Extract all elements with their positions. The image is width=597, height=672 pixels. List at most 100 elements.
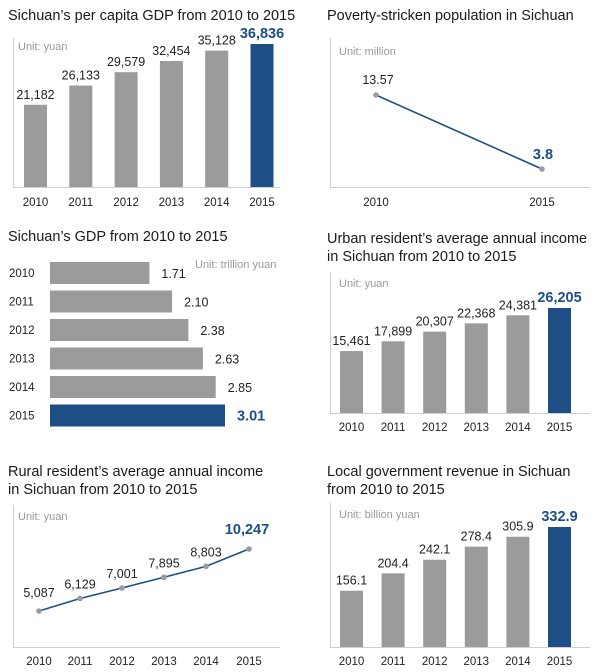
unit-label: Unit: billion yuan (339, 509, 420, 521)
unit-label: Unit: million (339, 46, 396, 58)
data-label-2014: 35,128 (198, 34, 236, 48)
data-label-2014: 305.9 (502, 520, 533, 534)
data-label-2010: 13.57 (362, 73, 393, 87)
data-label-2010: 21,182 (16, 88, 54, 102)
data-label-2012: 29,579 (107, 55, 145, 69)
bar-2015 (548, 308, 571, 413)
tick-label-2012: 2012 (9, 325, 35, 337)
bar-2015 (50, 404, 225, 427)
point-2015 (246, 546, 252, 552)
bar-2011 (50, 290, 173, 313)
data-label-2015: 3.8 (533, 147, 553, 163)
data-label-2011: 204.4 (377, 556, 408, 570)
y-axis (13, 38, 14, 188)
tick-label-2015: 2015 (9, 411, 35, 423)
bar-2012 (114, 72, 138, 187)
data-label-2015: 10,247 (225, 522, 269, 538)
chart-title: Urban resident’s average annual income (327, 231, 588, 247)
data-label-2010: 1.71 (161, 267, 185, 281)
tick-label-2012: 2012 (113, 197, 139, 209)
chart-title: Poverty-stricken population in Sichuan (327, 8, 574, 24)
point-2010 (373, 92, 379, 98)
data-label-2015: 36,836 (240, 26, 284, 42)
data-label-2012: 242.1 (419, 543, 450, 557)
data-label-2010: 5,087 (23, 586, 54, 600)
bar-2010 (50, 262, 150, 284)
tick-label-2015: 2015 (547, 422, 573, 434)
data-label-2013: 22,368 (457, 306, 495, 320)
y-axis (330, 503, 331, 648)
bar-2014 (506, 536, 530, 647)
tick-label-2014: 2014 (9, 382, 35, 394)
series-line (375, 94, 543, 170)
point-2014 (203, 563, 209, 570)
point-2012 (119, 585, 125, 591)
y-axis (330, 272, 331, 414)
tick-label-2013: 2013 (9, 354, 35, 366)
series-line (38, 548, 250, 612)
data-label-2013: 278.4 (461, 530, 492, 544)
tick-label-2014: 2014 (505, 422, 531, 434)
unit-label: Unit: yuan (339, 278, 389, 290)
bar-2010 (340, 351, 363, 413)
data-label-2014: 2.85 (228, 381, 252, 395)
data-label-2012: 7,001 (106, 567, 137, 581)
tick-label-2010: 2010 (363, 197, 389, 209)
tick-label-2012: 2012 (109, 656, 135, 668)
point-2015 (539, 166, 545, 172)
bar-2014 (50, 376, 216, 398)
tick-label-2013: 2013 (464, 656, 490, 668)
tick-label-2014: 2014 (204, 197, 230, 209)
bar-2011 (381, 573, 405, 647)
tick-label-2015: 2015 (529, 197, 555, 209)
tick-label-2014: 2014 (193, 656, 219, 668)
bar-2012 (50, 319, 189, 341)
bar-2011 (381, 341, 405, 413)
data-label-2013: 2.63 (215, 353, 239, 367)
x-axis (13, 187, 280, 188)
bar-2012 (423, 559, 447, 647)
data-label-2010: 156.1 (336, 574, 367, 588)
tick-label-2011: 2011 (381, 422, 406, 434)
bar-2010 (340, 590, 363, 647)
tick-label-2012: 2012 (422, 422, 448, 434)
bar-2012 (423, 331, 447, 413)
tick-label-2011: 2011 (9, 297, 34, 309)
tick-label-2012: 2012 (422, 656, 448, 668)
data-label-2015: 3.01 (237, 409, 265, 425)
chart-title-line2: in Sichuan from 2010 to 2015 (8, 482, 198, 498)
data-label-2011: 26,133 (62, 69, 100, 83)
tick-label-2011: 2011 (381, 656, 406, 668)
bar-2015 (548, 527, 571, 647)
bar-2014 (506, 315, 530, 413)
bar-2015 (250, 44, 274, 187)
y-axis (13, 505, 14, 648)
x-axis (330, 187, 590, 188)
bar-2013 (159, 61, 183, 187)
data-label-2012: 20,307 (416, 315, 454, 329)
data-label-2012: 2.38 (200, 324, 224, 338)
unit-label: Unit: yuan (18, 511, 68, 523)
chart-title: Rural resident’s average annual income (8, 464, 264, 480)
chart-title: Sichuan’s per capita GDP from 2010 to 20… (8, 8, 296, 24)
data-label-2011: 6,129 (64, 577, 95, 591)
tick-label-2010: 2010 (23, 197, 49, 209)
bar-2010 (24, 104, 47, 187)
tick-label-2014: 2014 (505, 656, 531, 668)
chart-title-line2: from 2010 to 2015 (327, 482, 445, 498)
x-axis (13, 647, 280, 648)
point-2010 (36, 608, 42, 614)
bar-2014 (205, 50, 229, 187)
tick-label-2015: 2015 (236, 656, 262, 668)
tick-label-2010: 2010 (9, 268, 35, 280)
bar-2011 (69, 85, 93, 187)
tick-label-2015: 2015 (547, 656, 573, 668)
data-label-2011: 17,899 (374, 324, 412, 338)
tick-label-2010: 2010 (339, 656, 365, 668)
data-label-2010: 15,461 (332, 334, 370, 348)
x-axis (330, 647, 590, 648)
